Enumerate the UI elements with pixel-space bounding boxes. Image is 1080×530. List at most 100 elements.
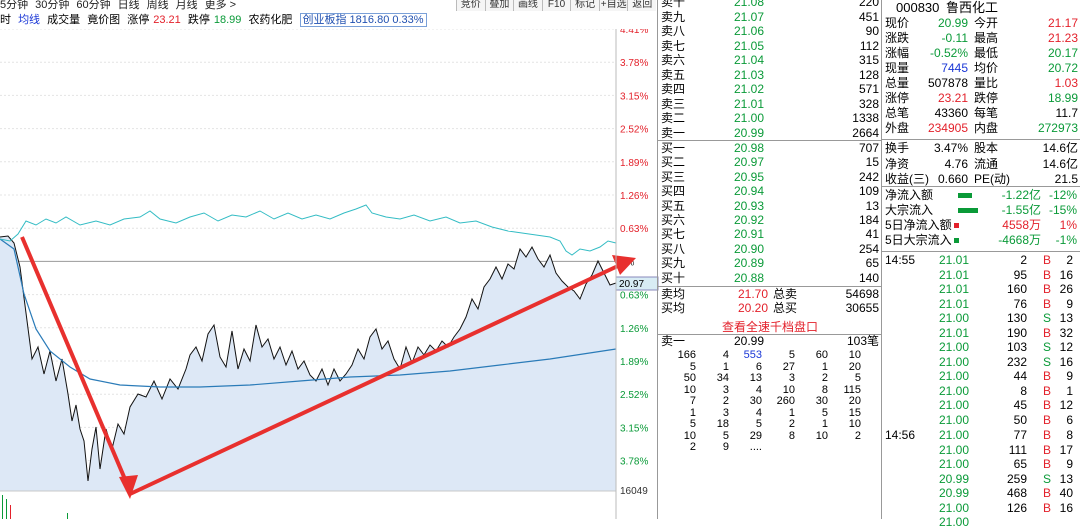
chart-info-bar: 时 均线 成交量 竟价图 涨停 23.21 跌停 18.99 农药化肥 创业板指 1…: [0, 12, 656, 29]
tick-volume: 65: [1013, 457, 1027, 471]
book-row[interactable]: 买三 20.95 242: [658, 170, 882, 185]
summary-total: 30655: [845, 301, 879, 315]
book-row[interactable]: 卖二 21.00 1338: [658, 111, 882, 126]
tick-side: B: [1043, 412, 1052, 427]
quote-l2: 每笔: [974, 106, 999, 120]
period-tab-3[interactable]: 日线: [117, 0, 140, 11]
book-row[interactable]: 卖八 21.06 90: [658, 24, 882, 39]
book-row[interactable]: 卖一 20.99 2664: [658, 126, 882, 141]
book-row[interactable]: 买十 20.88 140: [658, 271, 882, 286]
quote-v2: 272973: [1037, 121, 1078, 135]
full-depth-button[interactable]: 查看全速千档盘口: [721, 320, 818, 334]
book-summary-row: 卖均 21.70 总卖 54698: [658, 287, 882, 302]
tick-side: B: [1043, 486, 1052, 500]
queue-cell: 166: [677, 349, 696, 361]
toolbar-button-6[interactable]: 返回: [627, 0, 657, 11]
book-level-label: 买五: [661, 198, 686, 213]
book-level-label: 买八: [661, 241, 686, 256]
info-item-time[interactable]: 时: [0, 14, 11, 26]
queue-cell: 1: [821, 418, 828, 430]
info-item-ma[interactable]: 均线: [18, 14, 41, 26]
tick-row: 21.01 76 B 9: [882, 297, 1080, 312]
info-item-volume[interactable]: 成交量: [47, 14, 81, 26]
book-row[interactable]: 卖三 21.01 328: [658, 97, 882, 112]
book-row[interactable]: 卖九 21.07 451: [658, 10, 882, 25]
quote-v2: 21.23: [1047, 31, 1078, 45]
quote-v1: 43360: [934, 106, 968, 120]
queue-cell: 1: [788, 406, 795, 419]
queue-cell: 4: [722, 349, 729, 361]
period-tab-5[interactable]: 月线: [175, 0, 198, 11]
book-price: 21.07: [733, 9, 764, 24]
tick-row: 21.01 160 B 26: [882, 282, 1080, 297]
period-tab-1[interactable]: 30分钟: [35, 0, 70, 11]
index-box[interactable]: 创业板指 1816.80 0.33%: [299, 13, 427, 27]
intraday-chart[interactable]: 4.41%3.78%3.15%2.52%1.89%1.26%0.63%0%0.6…: [0, 29, 660, 519]
queue-cell: 1: [722, 360, 729, 373]
queue-cell: 8: [788, 429, 795, 442]
book-volume: 242: [858, 169, 879, 184]
tick-price: 21.00: [938, 428, 969, 442]
book-row[interactable]: 买六 20.92 184: [658, 213, 882, 228]
quote-l2: 跌停: [974, 91, 999, 105]
tick-count: 16: [1059, 267, 1073, 282]
queue-cell: 3: [722, 406, 729, 419]
tick-side: B: [1043, 398, 1052, 412]
toolbar-button-1[interactable]: 叠加: [484, 0, 514, 11]
book-row[interactable]: 卖四 21.02 571: [658, 82, 882, 97]
toolbar-button-3[interactable]: F10: [541, 0, 571, 11]
period-tab-0[interactable]: 5分钟: [0, 0, 29, 11]
tick-volume: 76: [1013, 296, 1027, 311]
tick-price: 21.01: [938, 282, 969, 296]
tick-price: 21.00: [938, 442, 969, 457]
tick-row: 20.99 259 S 13: [882, 472, 1080, 487]
info-item-auction[interactable]: 竟价图: [87, 14, 121, 26]
quote-l1: 涨幅: [885, 46, 910, 60]
book-row[interactable]: 卖十 21.08 220: [658, 0, 882, 10]
toolbar-button-5[interactable]: +自选: [598, 0, 628, 11]
book-row[interactable]: 买一 20.98 707: [658, 141, 882, 156]
toolbar-button-4[interactable]: 标记: [570, 0, 599, 11]
quote-l1: 外盘: [885, 121, 910, 135]
book-volume: 13: [865, 198, 879, 213]
book-row[interactable]: 卖六 21.04 315: [658, 53, 882, 68]
book-row[interactable]: 卖七 21.05 112: [658, 39, 882, 54]
flow-value: -1.22亿: [1001, 188, 1041, 202]
queue-cell: 10: [848, 349, 861, 361]
period-tab-4[interactable]: 周线: [146, 0, 169, 11]
period-tab-2[interactable]: 60分钟: [76, 0, 111, 11]
quote-l1: 现量: [885, 61, 910, 75]
tick-time: 14:56: [885, 428, 916, 442]
book-level-label: 卖六: [661, 53, 686, 67]
book-row[interactable]: 买九 20.89 65: [658, 256, 882, 271]
tick-volume: 95: [1013, 267, 1027, 282]
quote-panel: 000830 鲁西化工 现价 20.99 今开 21.17 涨跌 -0.11 最高 21.23 涨幅…: [881, 0, 1080, 529]
quote-l1: 净资: [885, 156, 910, 171]
book-row[interactable]: 买七 20.91 41: [658, 227, 882, 242]
quote-row: 换手 3.47% 股本 14.6亿: [882, 141, 1080, 156]
quote-l2: 股本: [974, 141, 999, 155]
tick-row: 21.00 103 S 12: [882, 340, 1080, 355]
tick-side: S: [1043, 311, 1052, 325]
period-tab-6[interactable]: 更多 >: [204, 0, 237, 11]
flow-label: 大宗流入: [885, 203, 934, 217]
queue-cell: 18: [716, 418, 729, 430]
tick-price: 21.01: [938, 253, 969, 267]
book-price: 21.01: [733, 96, 764, 111]
period-tab-bar: 5分钟 30分钟 60分钟 日线 周线 月线 更多 >: [0, 0, 456, 11]
queue-cell: 260: [776, 395, 795, 407]
book-row[interactable]: 买二 20.97 15: [658, 155, 882, 170]
flow-row: 5日净流入额 4558万 1%: [882, 218, 1080, 233]
book-row[interactable]: 买八 20.90 254: [658, 242, 882, 257]
tick-side: B: [1043, 282, 1052, 296]
tick-volume: 259: [1006, 471, 1027, 486]
sector-label[interactable]: 农药化肥: [248, 14, 293, 26]
book-price: 20.98: [733, 141, 764, 155]
toolbar-button-0[interactable]: 竞价: [456, 0, 485, 11]
quote-row: 现量 7445 均价 20.72: [882, 61, 1080, 76]
current-price-text: 20.97: [619, 279, 644, 290]
book-row[interactable]: 买五 20.93 13: [658, 199, 882, 214]
toolbar-button-2[interactable]: 画线: [513, 0, 542, 11]
book-row[interactable]: 买四 20.94 109: [658, 184, 882, 199]
book-row[interactable]: 卖五 21.03 128: [658, 68, 882, 83]
